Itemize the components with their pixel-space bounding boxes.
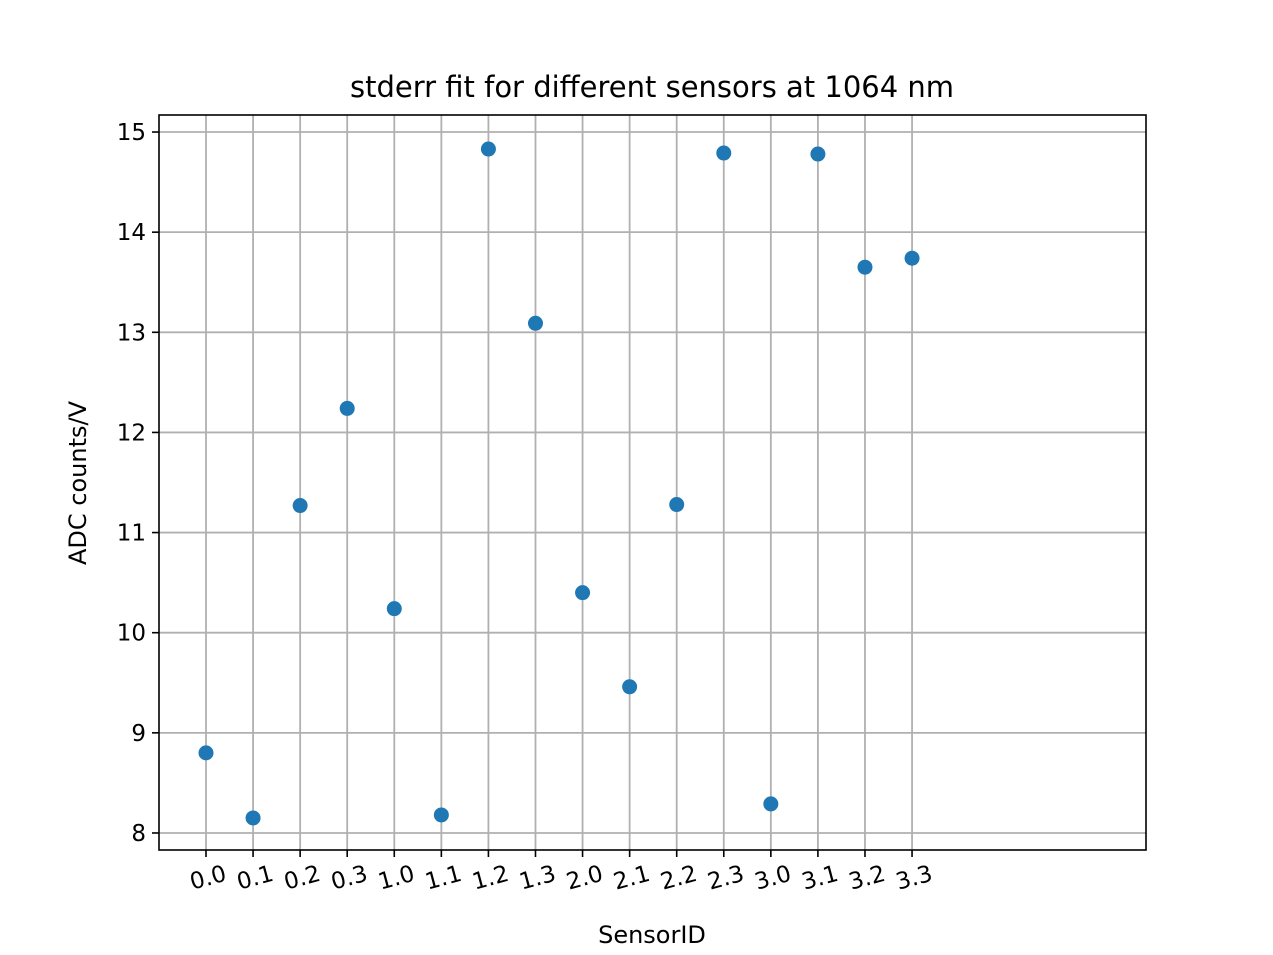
y-tick-label: 14 — [117, 220, 146, 246]
data-point — [386, 601, 402, 617]
data-point — [904, 250, 920, 266]
data-point — [763, 796, 779, 812]
data-point — [716, 145, 732, 161]
y-tick-label: 11 — [117, 521, 146, 547]
x-axis-label: SensorID — [598, 921, 706, 949]
chart-title: stderr fit for different sensors at 1064… — [350, 70, 954, 104]
data-point — [198, 745, 214, 761]
data-point — [433, 807, 449, 823]
y-tick-label: 12 — [117, 420, 146, 446]
data-point — [339, 400, 355, 416]
y-tick-label: 10 — [117, 621, 146, 647]
tick-layer: 0.0 0.1 0.2 0.3 1.0 1.1 1.2 1.3 2.0 2.1 2.2 2.3 3.0 3… — [117, 120, 936, 896]
y-axis-label: ADC counts/V — [64, 400, 92, 565]
data-point — [292, 498, 308, 514]
data-point — [810, 146, 826, 162]
grid-layer — [159, 115, 1146, 850]
data-point — [480, 141, 496, 157]
data-point — [245, 810, 261, 826]
y-tick-label: 8 — [131, 821, 146, 847]
data-point — [857, 259, 873, 275]
data-point — [669, 497, 685, 513]
plot-area-frame — [158, 114, 1147, 851]
y-tick-label: 9 — [131, 721, 146, 747]
y-tick-label: 15 — [117, 120, 146, 146]
data-point — [575, 585, 591, 601]
data-points — [198, 141, 920, 826]
y-tick-label: 13 — [117, 320, 146, 346]
data-point — [622, 679, 638, 695]
data-point — [527, 315, 543, 331]
